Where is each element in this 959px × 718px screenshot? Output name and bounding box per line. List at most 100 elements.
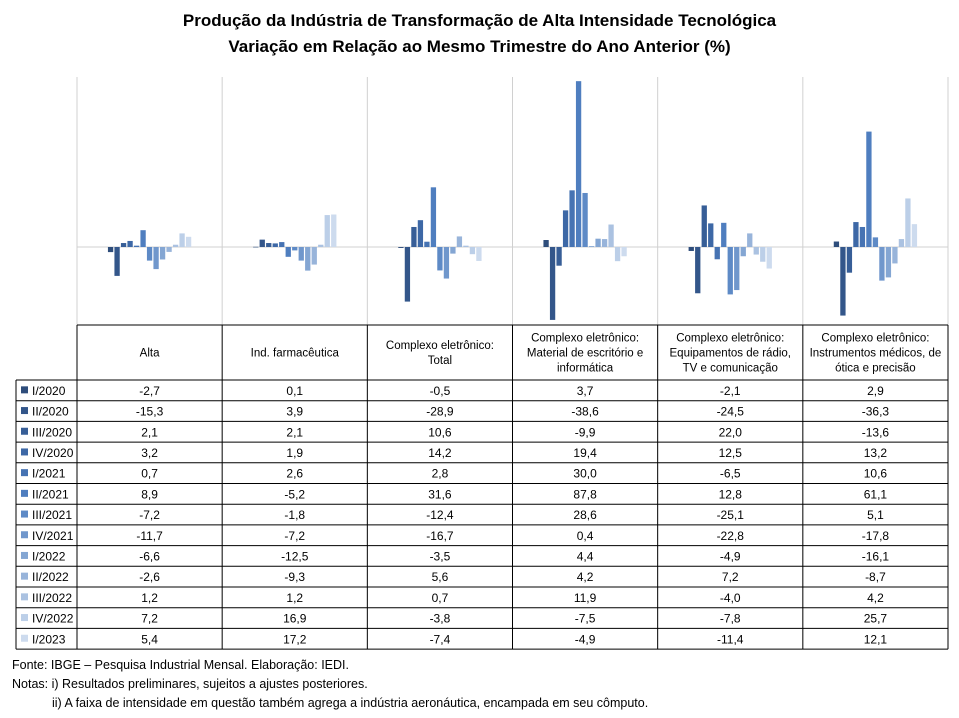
- data-value: 4,4: [577, 549, 594, 563]
- legend-key: [21, 386, 28, 394]
- series-name: II/2021: [32, 487, 69, 501]
- legend-key: [21, 407, 28, 415]
- category-label: TV e comunicação: [683, 363, 778, 375]
- category-label: ótica e precisão: [835, 363, 916, 375]
- legend-key: [21, 469, 28, 477]
- data-value: 0,1: [286, 384, 303, 398]
- data-value: 12,1: [864, 632, 888, 646]
- data-value: 5,1: [867, 508, 884, 522]
- data-value: 12,5: [719, 446, 743, 460]
- data-value: -16,1: [862, 549, 890, 563]
- data-value: -1,8: [284, 508, 305, 522]
- bar: [701, 205, 707, 247]
- data-value: 11,9: [574, 591, 597, 605]
- data-value: -24,5: [717, 405, 745, 419]
- bar: [621, 247, 627, 257]
- bar: [740, 247, 746, 257]
- bar: [179, 233, 185, 247]
- bar: [747, 233, 753, 247]
- data-value: -7,2: [139, 508, 160, 522]
- footnote-1: Notas: i) Resultados preliminares, sujei…: [12, 677, 368, 691]
- data-value: -4,0: [720, 591, 741, 605]
- bar: [430, 187, 437, 247]
- data-value: 3,2: [141, 446, 158, 460]
- data-value: 28,6: [573, 508, 597, 522]
- series-name: IV/2022: [32, 612, 74, 626]
- data-value: -7,2: [284, 529, 305, 543]
- data-value: -22,8: [717, 529, 745, 543]
- data-value: -2,1: [720, 384, 741, 398]
- bar: [443, 247, 450, 279]
- data-value: 3,9: [286, 405, 303, 419]
- bar: [840, 247, 846, 316]
- bar: [760, 247, 766, 262]
- data-value: -28,9: [426, 405, 454, 419]
- bar: [588, 246, 595, 247]
- data-value: 19,4: [573, 446, 597, 460]
- data-value: 5,4: [141, 632, 158, 646]
- bar: [153, 247, 159, 270]
- data-value: -6,5: [720, 467, 741, 481]
- bar: [404, 247, 411, 302]
- source-note: Fonte: IBGE – Pesquisa Industrial Mensal…: [12, 658, 349, 672]
- data-value: -3,8: [430, 612, 451, 626]
- bar: [450, 247, 456, 254]
- bar: [595, 238, 601, 247]
- data-value: 1,2: [286, 591, 303, 605]
- bar: [601, 239, 608, 247]
- bar: [107, 247, 114, 253]
- bar: [727, 247, 733, 295]
- bar: [463, 245, 469, 247]
- bar: [892, 247, 898, 264]
- data-value: 0,4: [577, 529, 594, 543]
- category-label: informática: [557, 363, 614, 375]
- data-value: -12,4: [426, 508, 454, 522]
- data-value: 4,2: [577, 570, 594, 584]
- data-value: -4,9: [720, 549, 741, 563]
- bar: [734, 247, 740, 291]
- bar: [272, 243, 278, 247]
- chart-subtitle: Variação em Relação ao Mesmo Trimestre d…: [228, 37, 731, 56]
- data-value: -7,8: [720, 612, 741, 626]
- data-value: 16,9: [283, 612, 307, 626]
- series-name: II/2020: [32, 405, 69, 419]
- bar: [569, 190, 575, 247]
- bar: [133, 245, 140, 247]
- bar: [311, 247, 317, 265]
- category-label: Complexo eletrônico:: [821, 333, 929, 345]
- bar: [853, 222, 859, 247]
- series-name: I/2020: [32, 384, 66, 398]
- category-label: Complexo eletrônico:: [676, 333, 784, 345]
- data-value: 22,0: [719, 425, 743, 439]
- bar: [305, 247, 311, 271]
- data-value: 1,2: [141, 591, 158, 605]
- data-value: 0,7: [141, 467, 158, 481]
- bar: [166, 247, 172, 252]
- bar: [879, 247, 885, 281]
- bar: [695, 247, 701, 294]
- bar: [146, 247, 153, 261]
- legend-key: [21, 489, 28, 497]
- category-label: Equipamentos de rádio,: [670, 348, 791, 360]
- series-name: IV/2020: [32, 446, 74, 460]
- bar: [859, 226, 866, 247]
- legend-key: [21, 634, 28, 642]
- legend-key: [21, 572, 28, 580]
- bar: [417, 220, 424, 247]
- legend-key: [21, 427, 28, 435]
- data-value: -25,1: [717, 508, 745, 522]
- data-value: -7,5: [575, 612, 596, 626]
- bar: [120, 243, 127, 247]
- data-value: 8,9: [141, 487, 158, 501]
- bar: [708, 223, 714, 247]
- series-name: I/2022: [32, 549, 66, 563]
- data-value: 7,2: [722, 570, 739, 584]
- bar: [424, 241, 430, 247]
- bar: [721, 222, 727, 247]
- data-value: 10,6: [428, 425, 452, 439]
- bar: [469, 247, 476, 255]
- bar: [298, 247, 304, 261]
- bar: [575, 81, 582, 248]
- bar: [898, 239, 905, 247]
